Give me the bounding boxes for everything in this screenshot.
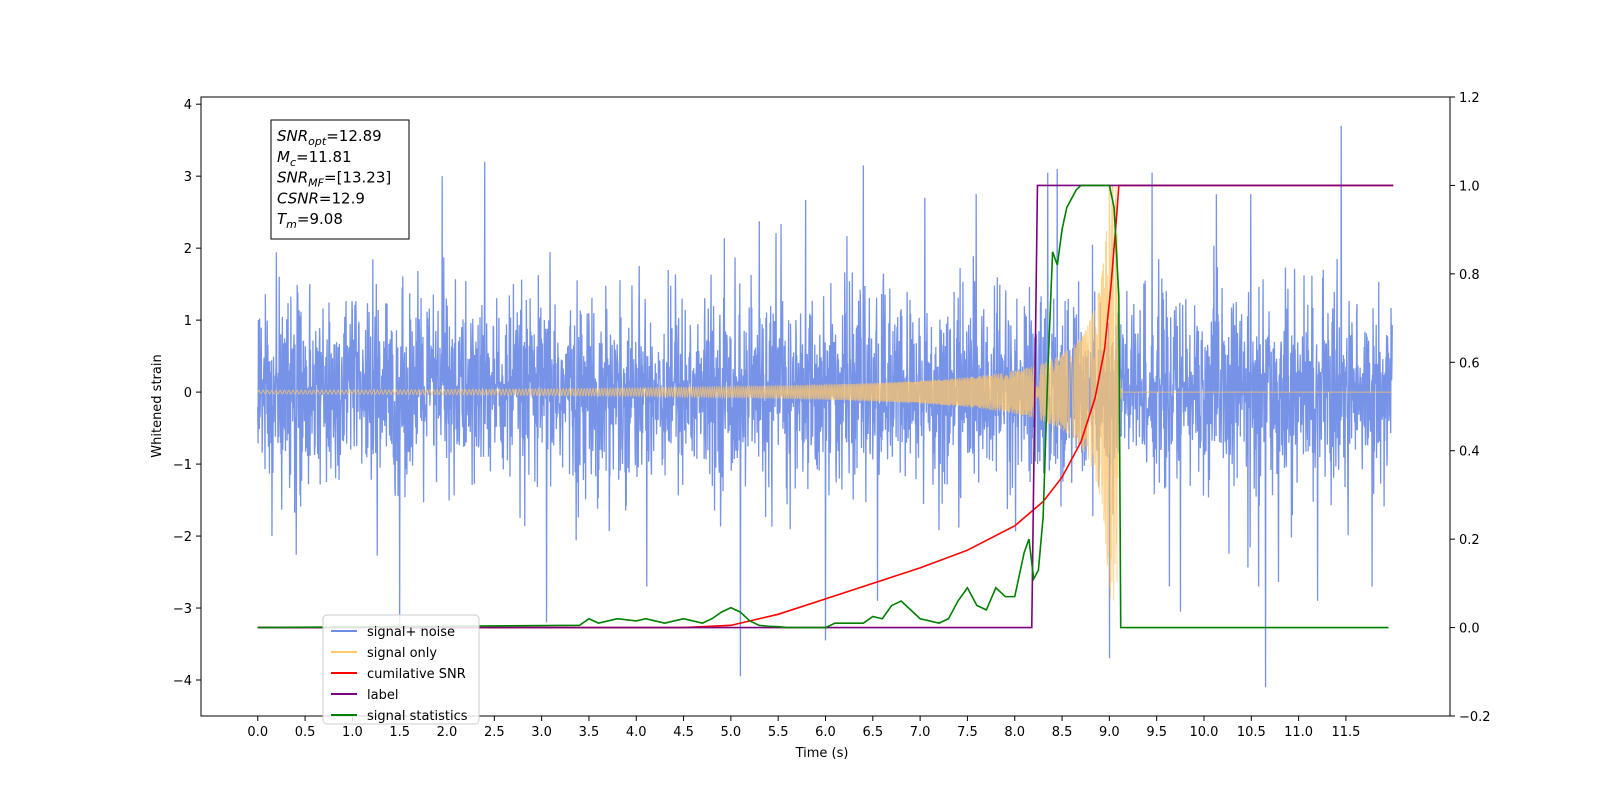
y2-tick-label: 0.0 xyxy=(1459,622,1480,637)
y2-tick-label: 0.8 xyxy=(1459,268,1480,283)
x-tick-label: 8.0 xyxy=(1004,725,1025,740)
noise-series-layer xyxy=(257,125,1393,688)
x-tick-label: 7.0 xyxy=(910,725,931,740)
series-line-signal-plus-noise xyxy=(257,125,1393,688)
y-tick-label: 4 xyxy=(184,98,192,113)
x-tick-label: 6.0 xyxy=(815,725,836,740)
x-tick-label: 10.5 xyxy=(1237,725,1266,740)
stats-box: SNRopt=12.89Mc=11.81SNRMF=[13.23]CSNR=12… xyxy=(270,119,410,240)
y2-tick-label: −0.2 xyxy=(1459,710,1491,725)
stat-line: SNRopt=12.89 xyxy=(277,127,382,148)
y2-tick-label: 0.4 xyxy=(1459,445,1480,460)
y-tick-label: 2 xyxy=(184,242,192,257)
legend-label: signal+ noise xyxy=(367,625,455,640)
x-tick-label: 11.0 xyxy=(1284,725,1313,740)
legend-label: signal only xyxy=(367,646,437,661)
y-tick-label: 0 xyxy=(184,386,192,401)
y2-tick-label: 0.6 xyxy=(1459,356,1480,371)
stat-line: Mc=11.81 xyxy=(277,148,352,169)
chirp-series-layer xyxy=(257,184,1393,601)
x-tick-label: 4.5 xyxy=(673,725,694,740)
x-tick-label: 9.5 xyxy=(1146,725,1167,740)
x-tick-label: 5.5 xyxy=(768,725,789,740)
x-tick-label: 0.0 xyxy=(247,725,268,740)
x-tick-label: 2.5 xyxy=(484,725,505,740)
x-tick-label: 5.0 xyxy=(721,725,742,740)
x-tick-label: 3.5 xyxy=(579,725,600,740)
y2-tick-label: 1.2 xyxy=(1459,91,1480,106)
x-tick-label: 7.5 xyxy=(957,725,978,740)
y-tick-label: 1 xyxy=(184,314,192,329)
legend-label: signal statistics xyxy=(367,709,468,724)
y-tick-label: −2 xyxy=(173,530,192,545)
y2-tick-label: 0.2 xyxy=(1459,533,1480,548)
legend-label: label xyxy=(367,688,398,703)
series-line-cumilative-snr xyxy=(257,184,1394,629)
x-tick-label: 0.5 xyxy=(295,725,316,740)
x-tick-label: 3.0 xyxy=(531,725,552,740)
series-line-signal-only xyxy=(257,184,1393,601)
y-axis-right: −0.2 0.0 0.2 0.4 0.6 0.8 1.0 1.2 xyxy=(1450,91,1491,725)
stat-line: Tm=9.08 xyxy=(277,210,343,231)
right-axis-series-layer xyxy=(257,184,1394,629)
y-axis-left: −4 −3 −2 −1 0 1 2 3 4 xyxy=(173,98,201,689)
x-axis: 0.0 0.5 1.0 1.5 2.0 2.5 3.0 3.5 4.0 4.5 5.0 5.5 6.0 6… xyxy=(247,716,1360,740)
x-tick-label: 8.5 xyxy=(1052,725,1073,740)
stat-line: CSNR=12.9 xyxy=(277,189,365,207)
x-tick-label: 6.5 xyxy=(862,725,883,740)
x-tick-label: 2.0 xyxy=(437,725,458,740)
y-tick-label: −4 xyxy=(173,674,192,689)
x-tick-label: 1.0 xyxy=(342,725,363,740)
legend-label: cumilative SNR xyxy=(367,667,466,682)
y2-tick-label: 1.0 xyxy=(1459,179,1480,194)
x-tick-label: 4.0 xyxy=(626,725,647,740)
x-tick-label: 9.0 xyxy=(1099,725,1120,740)
series-line-label xyxy=(257,184,1394,629)
x-tick-label: 1.5 xyxy=(389,725,410,740)
y-axis-label: Whitened strain xyxy=(150,354,165,457)
x-tick-label: 11.5 xyxy=(1331,725,1360,740)
series-line-signal-statistics xyxy=(257,184,1389,629)
x-tick-label: 10.0 xyxy=(1190,725,1219,740)
y-tick-label: −3 xyxy=(173,602,192,617)
x-axis-label: Time (s) xyxy=(795,746,849,761)
legend: signal+ noise signal only cumilative SNR la… xyxy=(322,614,480,725)
stat-line: SNRMF=[13.23] xyxy=(277,169,391,190)
y-tick-label: −1 xyxy=(173,458,192,473)
y-tick-label: 3 xyxy=(184,170,192,185)
